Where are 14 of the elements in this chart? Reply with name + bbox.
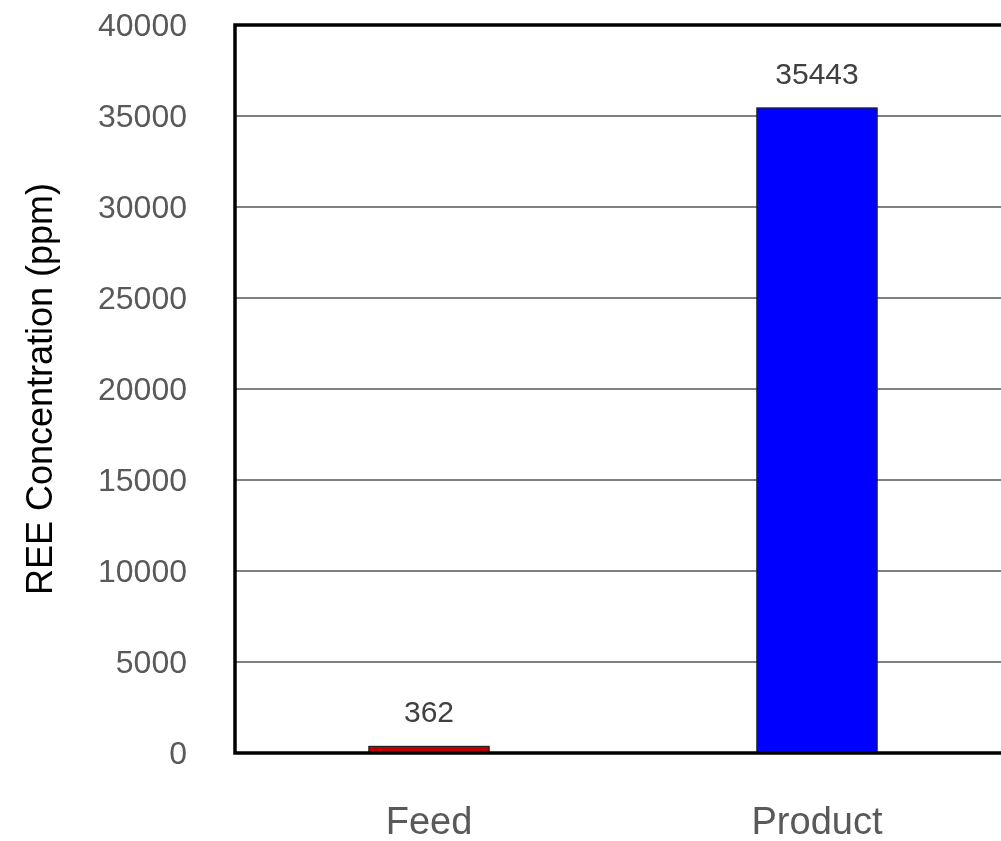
y-axis-title: REE Concentration (ppm) — [19, 182, 60, 596]
x-tick-label: Feed — [385, 800, 473, 841]
data-label: 362 — [403, 695, 455, 729]
y-tick-label: 5000 — [115, 644, 187, 681]
y-tick-label: 20000 — [98, 371, 187, 408]
y-tick-label: 30000 — [98, 189, 187, 226]
y-tick-label: 40000 — [98, 7, 187, 44]
x-tick-label: Product — [751, 800, 883, 841]
y-tick-label: 25000 — [98, 280, 187, 317]
data-label: 35443 — [775, 56, 859, 90]
y-tick-label: 0 — [169, 735, 187, 772]
y-tick-label: 35000 — [98, 98, 187, 135]
y-tick-label: 10000 — [98, 553, 187, 590]
y-tick-label: 15000 — [98, 462, 187, 499]
